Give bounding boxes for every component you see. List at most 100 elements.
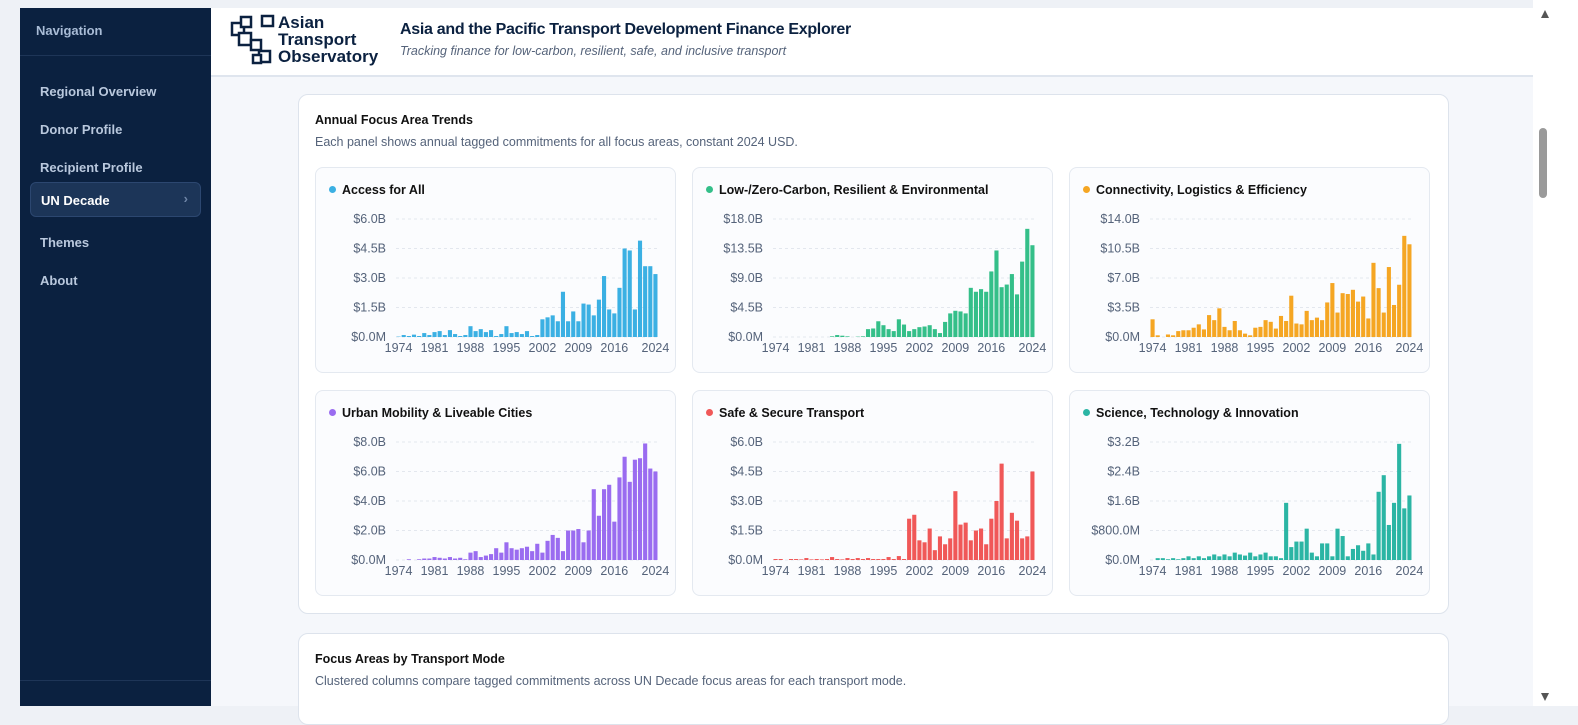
nav-item[interactable]: Themes [30,225,201,260]
bar [897,556,901,560]
x-tick-label: 2002 [529,341,557,355]
bar [1397,285,1401,337]
bar [540,553,544,560]
bar [1407,495,1411,560]
bar [804,558,808,560]
x-tick-label: 1988 [457,341,485,355]
bar [1305,311,1309,337]
bar [902,325,906,337]
bar [840,559,844,560]
bar [643,443,647,560]
x-tick-label: 2009 [941,341,969,355]
bar [1387,267,1391,337]
panel-title-text: Safe & Secure Transport [719,406,864,420]
bar [576,529,580,560]
bar [587,305,591,337]
bar [1238,330,1242,337]
y-tick-label: $0.0M [351,553,386,567]
bar [1294,542,1298,560]
bar [809,559,813,560]
bar [794,559,798,560]
bar [1171,335,1175,337]
card-title: Annual Focus Area Trends [315,113,473,127]
bar [607,485,611,560]
bar [1382,313,1386,337]
bar [1315,556,1319,560]
bar [1212,320,1216,337]
legend-dot [1083,186,1090,193]
bar [489,330,493,337]
y-tick-label: $4.5B [353,242,386,256]
bar [1351,549,1355,560]
bar [881,325,885,337]
bar [443,335,447,337]
divider [20,680,211,681]
bar [633,309,637,337]
bar [530,336,534,337]
bar [1258,327,1262,337]
bar [1330,556,1334,560]
nav-item[interactable]: Recipient Profile [30,150,201,185]
y-tick-label: $2.0B [353,524,386,538]
x-tick-label: 1974 [762,564,790,578]
bar [871,559,875,560]
bar [592,315,596,337]
bar [551,535,555,560]
bar [789,559,793,560]
bar [1351,290,1355,337]
nav-item[interactable]: About [30,263,201,298]
bar [984,544,988,560]
bar [933,329,937,337]
x-tick-label: 1981 [798,341,826,355]
scrollbar[interactable] [1533,0,1578,706]
bar [902,559,906,560]
x-tick-label: 2009 [1318,564,1346,578]
bar [407,559,411,560]
header-subtitle: Tracking finance for low-carbon, resilie… [400,44,786,58]
y-tick-label: $4.0B [353,494,386,508]
bar [892,331,896,337]
bar [474,331,478,337]
bar [1233,553,1237,560]
panel-title-text: Science, Technology & Innovation [1096,406,1299,420]
bar [566,321,570,337]
y-tick-label: $800.0M [1091,524,1140,538]
bar [510,333,514,337]
bar [520,334,524,337]
y-tick-label: $1.6B [1107,494,1140,508]
y-tick-label: $18.0B [723,212,763,226]
bar [1402,508,1406,560]
bar [1207,315,1211,337]
y-tick-label: $3.5B [1107,301,1140,315]
x-tick-label: 1988 [1211,564,1239,578]
bar [448,557,452,560]
nav-item[interactable]: Regional Overview [30,74,201,109]
bar [830,557,834,560]
bar [1151,319,1155,337]
sidebar: Navigation Regional Overview Donor Profi… [20,8,211,706]
bar [774,559,778,560]
x-tick-label: 2002 [1283,564,1311,578]
bar [979,529,983,560]
bar [458,336,462,337]
bar [489,554,493,560]
nav-item-active[interactable]: UN Decade [30,182,201,217]
bar [638,458,642,560]
x-tick-label: 2024 [1396,564,1424,578]
bar [484,556,488,560]
bar [1289,547,1293,560]
bar [1015,294,1019,337]
bar [1397,444,1401,560]
panel-title: Science, Technology & Innovation [1083,406,1299,420]
bar [1156,335,1160,337]
nav-item[interactable]: Donor Profile [30,112,201,147]
bar [866,558,870,560]
x-tick-label: 2016 [977,341,1005,355]
bar [453,334,457,337]
bar [1010,513,1014,560]
